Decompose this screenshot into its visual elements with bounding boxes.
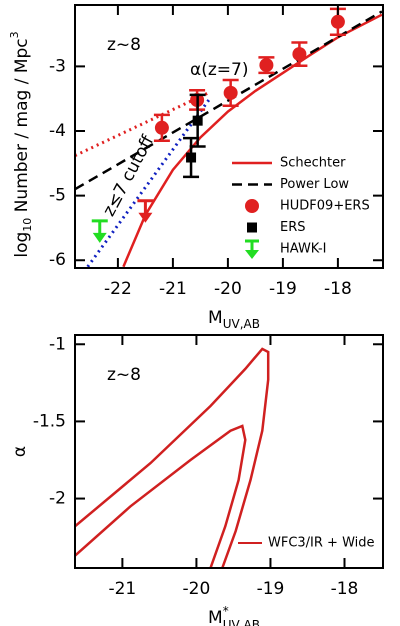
legend-label: Schechter: [280, 156, 346, 171]
curve: [86, 97, 212, 268]
label-part: log: [12, 232, 32, 258]
legend-label: Power Low: [280, 177, 349, 192]
label-part: 3: [8, 31, 21, 38]
curve-label: α(z=7): [190, 60, 248, 80]
y-axis-label: α: [10, 446, 30, 457]
frame: [74, 334, 384, 569]
x-axis-label: MUV,AB: [208, 308, 260, 331]
legend-entry: Power Low: [232, 177, 349, 192]
point: [154, 120, 169, 135]
point: [192, 115, 203, 126]
point: [259, 58, 274, 73]
curve: [75, 10, 383, 191]
y-tick-label: -3: [49, 56, 66, 76]
point: [247, 222, 257, 233]
point: [186, 152, 197, 163]
x-tick-label: -20: [214, 279, 242, 299]
plot-area: [75, 347, 270, 568]
label-part: *: [223, 604, 229, 618]
point: [223, 85, 238, 100]
y-tick-label: -5: [49, 186, 66, 206]
legend-head: [245, 250, 259, 259]
annotation: z~8: [107, 365, 141, 385]
legend-entry: Schechter: [232, 156, 346, 171]
annotation: z~8: [107, 35, 141, 55]
x-tick-label: -21: [108, 579, 136, 599]
label-part: UV,AB: [223, 618, 260, 626]
legend-entry: HUDF09+ERS: [245, 199, 370, 214]
label-part: UV,AB: [223, 317, 260, 331]
legend-entry: HAWK-I: [245, 239, 327, 259]
x-axis-label: M* UV,AB: [208, 604, 260, 626]
y-tick-label: -2: [49, 489, 66, 509]
legend-label: HUDF09+ERS: [280, 199, 370, 214]
x-tick-label: -22: [104, 279, 132, 299]
curve: [122, 13, 383, 268]
point: [245, 199, 259, 213]
x-tick-label: -20: [183, 579, 211, 599]
label-part: Number / mag / Mpc: [12, 38, 32, 217]
y-tick-label: -6: [49, 250, 66, 270]
y-tick-label: -1.5: [33, 411, 66, 431]
legend-entry: ERS: [247, 220, 306, 235]
label-part: M: [208, 608, 223, 626]
y-tick-label: -4: [49, 121, 66, 141]
curve: [75, 90, 211, 157]
legend-label: WFC3/IR + Wide: [268, 536, 375, 551]
limit-head: [92, 232, 107, 243]
plot-area: [75, 7, 383, 268]
upper-limit: [91, 219, 108, 243]
x-tick-label: -18: [331, 579, 359, 599]
curve: [75, 347, 270, 568]
y-axis-label: log10 Number / mag / Mpc3: [8, 31, 34, 257]
frame: [74, 4, 384, 269]
label-part: 10: [21, 218, 34, 232]
x-tick-label: -21: [159, 279, 187, 299]
label-part: M: [208, 308, 223, 328]
legend-label: HAWK-I: [280, 242, 327, 257]
point: [292, 47, 307, 62]
x-tick-label: -19: [269, 279, 297, 299]
x-tick-label: -19: [257, 579, 285, 599]
y-tick-label: -1: [49, 334, 66, 354]
legend-label: ERS: [280, 220, 306, 235]
x-tick-label: -18: [324, 279, 352, 299]
point: [330, 14, 345, 29]
